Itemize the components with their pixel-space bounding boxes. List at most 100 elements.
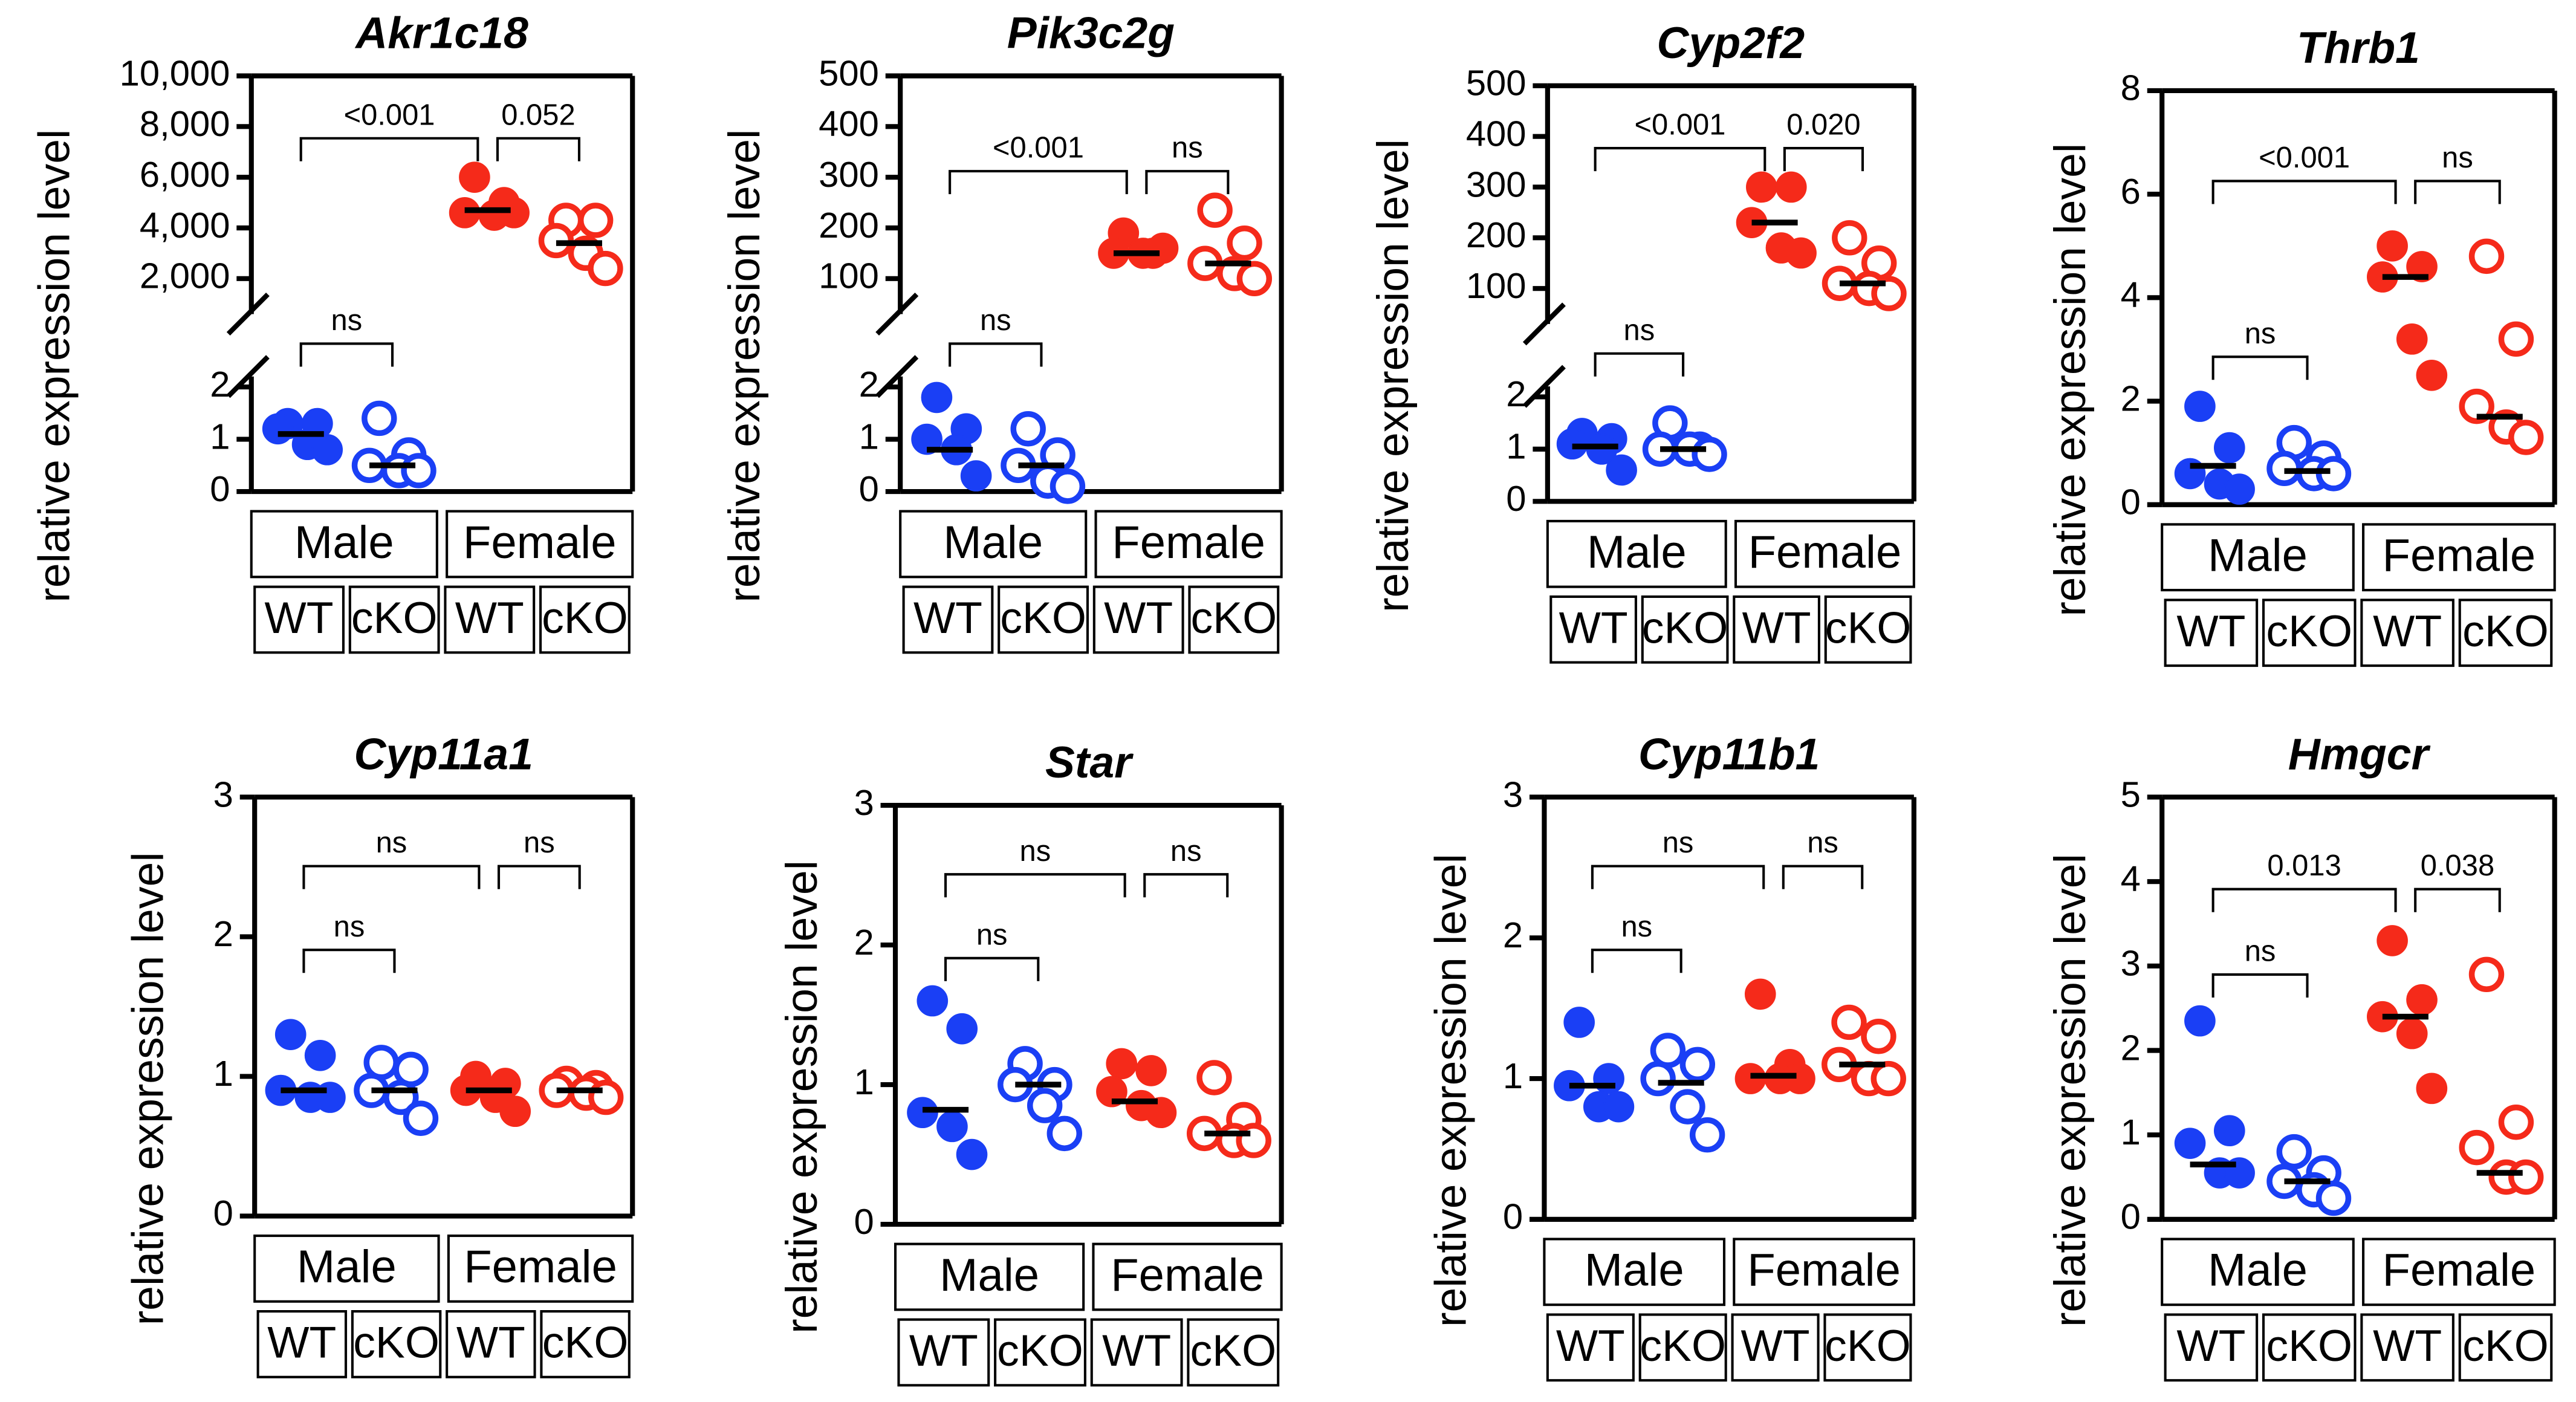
data-point xyxy=(2224,473,2255,505)
data-point xyxy=(1606,454,1637,486)
category-label: WT xyxy=(2176,606,2245,656)
y-tick-label: 2 xyxy=(854,922,874,962)
category-label: WT xyxy=(1556,1321,1625,1371)
data-point xyxy=(1832,220,1867,256)
data-point xyxy=(2508,1159,2544,1195)
category-box xyxy=(1549,595,1637,664)
group-box xyxy=(1543,1238,1726,1306)
significance-bracket xyxy=(944,873,1126,898)
category-label: WT xyxy=(2373,1321,2442,1371)
category-box xyxy=(539,585,631,654)
data-point xyxy=(1603,1091,1635,1123)
data-point xyxy=(1775,171,1807,203)
data-point xyxy=(1650,1033,1686,1068)
group-label: Female xyxy=(1747,1245,1901,1296)
data-point xyxy=(1236,1123,1271,1158)
group-label: Female xyxy=(1112,517,1265,568)
category-box xyxy=(1641,595,1729,664)
panel: Cyp2f2 relative expression level 0 1 2 100 200… xyxy=(1368,18,1916,664)
group-box xyxy=(2161,1238,2355,1306)
panel: Pik3c2g relative expression level 0 1 2 100 20… xyxy=(719,8,1284,654)
category-label: WT xyxy=(909,1326,978,1375)
p-value-label: ns xyxy=(2245,935,2276,968)
category-box xyxy=(253,585,345,654)
data-point xyxy=(1010,411,1046,447)
p-value-label: ns xyxy=(980,304,1011,337)
category-label: cKO xyxy=(2462,1321,2549,1371)
data-point xyxy=(2184,391,2216,422)
data-point xyxy=(1050,469,1086,504)
axis-break xyxy=(875,293,919,336)
y-tick-label: 1 xyxy=(2121,1112,2141,1152)
p-value-label: ns xyxy=(2442,141,2473,174)
category-label: cKO xyxy=(1190,593,1277,643)
chart-title: Cyp2f2 xyxy=(1657,18,1805,68)
significance-bracket xyxy=(1783,147,1864,172)
group-box xyxy=(447,1234,634,1303)
category-label: cKO xyxy=(351,593,438,643)
group-box xyxy=(1094,510,1283,579)
p-value-label: <0.001 xyxy=(344,99,435,131)
category-box xyxy=(1090,1318,1183,1387)
data-point xyxy=(362,400,397,437)
significance-bracket xyxy=(299,342,394,367)
category-box xyxy=(897,1318,990,1387)
category-label: WT xyxy=(1741,1321,1810,1371)
data-point xyxy=(960,460,992,492)
data-point xyxy=(311,434,343,466)
y-tick-label: 2 xyxy=(1503,915,1523,955)
category-box xyxy=(2360,599,2454,667)
significance-bracket xyxy=(2211,973,2309,998)
group-label: Female xyxy=(1111,1250,1264,1301)
y-axis-label: relative expression level xyxy=(777,860,826,1334)
y-axis-label: relative expression level xyxy=(1368,139,1418,612)
p-value-label: ns xyxy=(331,304,363,337)
y-tick-label: 6,000 xyxy=(140,154,230,195)
data-point xyxy=(588,1079,624,1115)
p-value-label: <0.001 xyxy=(993,132,1084,164)
y-tick-label: 2 xyxy=(2121,378,2141,418)
y-axis-label: relative expression level xyxy=(1426,854,1475,1327)
category-label: WT xyxy=(913,593,982,643)
group-box xyxy=(446,510,634,579)
data-point xyxy=(956,1138,988,1170)
data-point xyxy=(577,203,614,238)
significance-bracket xyxy=(2211,355,2309,380)
category-label: WT xyxy=(1742,603,1811,652)
category-label: WT xyxy=(455,593,524,643)
group-label: Male xyxy=(2208,530,2308,582)
significance-bracket xyxy=(949,170,1128,195)
data-point xyxy=(2498,1105,2534,1140)
category-box xyxy=(446,1310,536,1378)
y-axis-label: relative expression level xyxy=(719,129,769,603)
data-point xyxy=(499,1095,531,1128)
p-value-label: ns xyxy=(1172,132,1203,164)
data-point xyxy=(1197,192,1233,228)
group-label: Female xyxy=(2383,1245,2536,1296)
significance-bracket xyxy=(949,342,1043,367)
category-box xyxy=(1824,595,1912,664)
category-box xyxy=(2360,1313,2454,1382)
category-box xyxy=(2458,1313,2553,1382)
data-point xyxy=(2459,1129,2494,1166)
data-point xyxy=(2406,984,2438,1016)
data-point xyxy=(1145,1097,1177,1129)
category-label: cKO xyxy=(997,1326,1083,1375)
data-point xyxy=(2315,1180,2352,1216)
axis-break xyxy=(226,355,270,398)
category-box xyxy=(2262,1313,2357,1382)
significance-bracket xyxy=(496,137,581,161)
chart-title: Hmgcr xyxy=(2288,730,2431,779)
y-tick-label: 2 xyxy=(213,914,233,954)
panel: Akr1c18 relative expression level 0 1 2 2,000… xyxy=(29,8,635,654)
category-box xyxy=(998,585,1089,654)
y-tick-label: 4 xyxy=(2121,858,2141,899)
data-point xyxy=(1785,237,1817,269)
category-label: cKO xyxy=(1825,603,1912,652)
group-label: Male xyxy=(294,517,394,568)
category-box xyxy=(2262,599,2357,667)
data-point xyxy=(1563,1007,1595,1038)
y-tick-label: 4 xyxy=(2121,274,2141,315)
y-tick-label: 500 xyxy=(1466,63,1526,103)
